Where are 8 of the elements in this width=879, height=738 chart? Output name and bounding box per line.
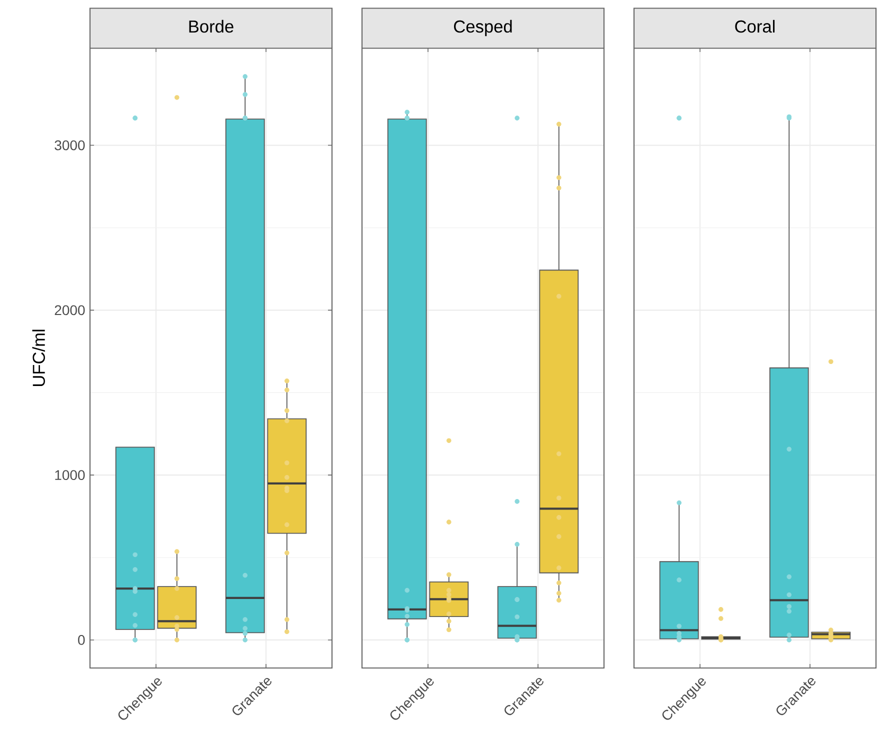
y-axis-title: UFC/ml (32, 330, 45, 386)
y-tick-label: 1000 (55, 470, 85, 480)
y-tick-label: 3000 (54, 140, 85, 150)
y-tick-label: 2000 (54, 305, 85, 316)
y-tick-label: 0 (78, 635, 85, 645)
chart-title: Cesped (454, 20, 512, 36)
chart-title: Borde (189, 20, 234, 33)
chart-title: Coral (735, 20, 775, 33)
